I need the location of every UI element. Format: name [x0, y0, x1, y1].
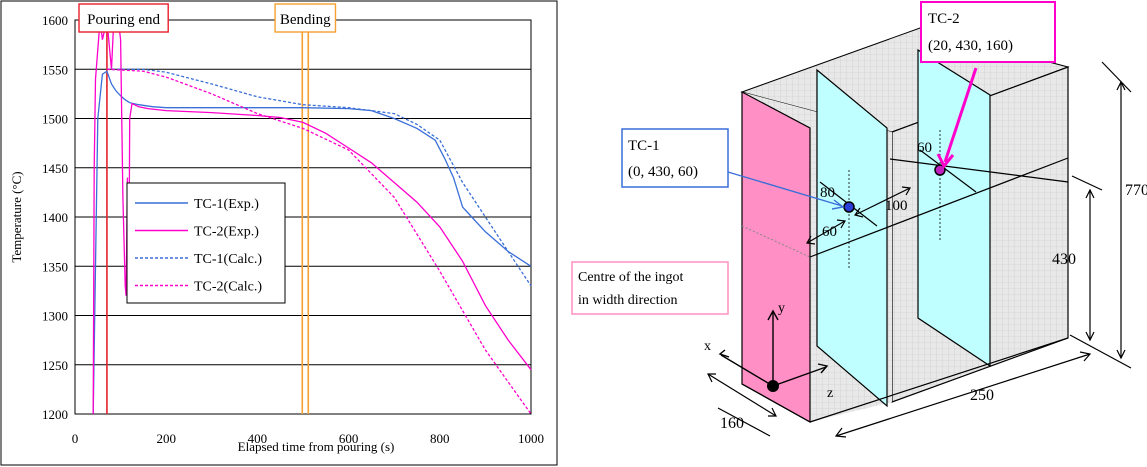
dim-tc-spacing-100: 100 — [885, 198, 908, 214]
legend-label-2: TC-1(Calc.) — [194, 252, 262, 267]
annotation-label-0: Pouring end — [87, 12, 160, 28]
x-axis-label: Elapsed time from pouring (s) — [238, 439, 395, 454]
series-line-3 — [106, 68, 532, 415]
x-tick-label-1: 200 — [156, 431, 176, 446]
dim-tc1-60: 60 — [822, 224, 837, 240]
dim-tc1-80: 80 — [820, 185, 835, 201]
x-tick-label-4: 800 — [430, 431, 450, 446]
y-tick-label-6: 1500 — [42, 112, 68, 127]
tc2-leader — [943, 67, 978, 163]
x-tick-label-0: 0 — [72, 431, 79, 446]
y-axis-label: Temperature (°C) — [9, 171, 24, 262]
tc2-callout-title: TC-2 — [928, 11, 960, 27]
centre-callout-line1: Centre of the ingot — [578, 270, 683, 285]
tc2-callout-box — [920, 1, 1056, 63]
tc-plane-right — [889, 158, 1069, 183]
tc2-leader-arrow — [936, 153, 955, 169]
tc1-callout-box — [621, 128, 729, 188]
annotation-box-1 — [274, 3, 337, 33]
dim-tc2-60: 60 — [917, 140, 932, 156]
tc2-point — [934, 164, 946, 176]
legend-label-1: TC-2(Exp.) — [194, 225, 259, 240]
dim-160: 160 — [720, 415, 744, 432]
annotation-label-1: Bending — [280, 12, 331, 28]
tc1-leader-arrow — [831, 199, 845, 210]
tc2-callout-coords: (20, 430, 160) — [928, 38, 1013, 54]
pink-face — [741, 91, 811, 424]
temperature-chart: 1200 1250 1300 1350 1400 1450 1500 1550 1600 0 20… — [0, 0, 558, 466]
y-tick-labels: 1200 1250 1300 1350 1400 1450 1500 1550 1600 — [42, 13, 68, 422]
tc1-callout-coords: (0, 430, 60) — [628, 164, 698, 180]
annotation-box-0 — [78, 3, 169, 33]
legend: TC-1(Exp.) TC-2(Exp.) TC-1(Calc.) TC-2(Calc… — [126, 182, 286, 304]
y-tick-label-2: 1300 — [42, 309, 68, 324]
z-axis-letter: z — [827, 386, 833, 401]
legend-label-3: TC-2(Calc.) — [194, 280, 262, 295]
dim-250: 250 — [970, 387, 994, 404]
tc1-point — [843, 201, 855, 213]
annotation-labels: Pouring end Bending — [78, 3, 337, 33]
bottom-left-edge — [741, 383, 811, 423]
x-tick-labels: 0 200 400 600 800 1000 — [72, 431, 544, 446]
tc1-callout-title: TC-1 — [628, 138, 660, 154]
ingot-diagram: y z x TC-1 (0, 430, 60) TC-2 (20, 430, 1… — [571, 1, 1147, 438]
y-tick-label-0: 1200 — [42, 407, 68, 422]
cyan-plane-2 — [917, 48, 991, 368]
origin-point — [767, 380, 779, 392]
series-line-0 — [92, 70, 532, 415]
y-tick-label-3: 1350 — [42, 259, 68, 274]
y-tick-label-5: 1450 — [42, 161, 68, 176]
tc-plane-hidden — [741, 225, 811, 258]
annotation-lines — [106, 8, 310, 414]
axis-arrows — [718, 309, 829, 387]
bottom-edge — [809, 337, 1069, 423]
series-line-2 — [106, 68, 532, 287]
x-axis-letter: x — [704, 339, 711, 354]
centre-callout-box — [571, 261, 729, 315]
y-tick-label-8: 1600 — [42, 13, 68, 28]
centre-callout-line2: in width direction — [578, 293, 678, 308]
y-tick-label-4: 1400 — [42, 210, 68, 225]
x-tick-label-5: 1000 — [518, 431, 544, 446]
legend-label-0: TC-1(Exp.) — [194, 197, 259, 212]
tc-plane-front — [809, 157, 1069, 258]
x-tick-label-3: 600 — [339, 431, 359, 446]
dim-770: 770 — [1125, 182, 1147, 199]
y-tick-label-7: 1550 — [42, 62, 68, 77]
tc1-leader — [727, 171, 843, 207]
x-tick-label-2: 400 — [248, 431, 268, 446]
y-axis-letter: y — [778, 301, 785, 316]
y-tick-label-1: 1250 — [42, 358, 68, 373]
dimension-arrows — [707, 61, 1132, 438]
dim-430: 430 — [1052, 251, 1076, 268]
